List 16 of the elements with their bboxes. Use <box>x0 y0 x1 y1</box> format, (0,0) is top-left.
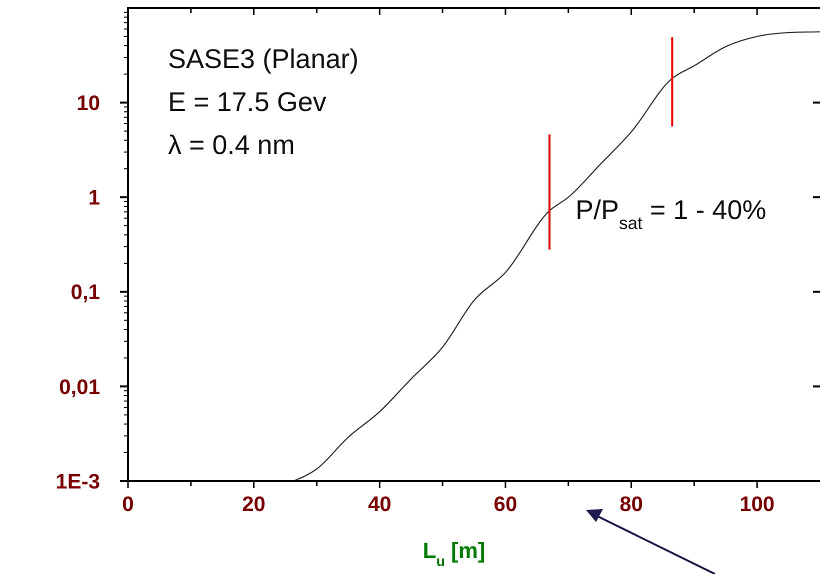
x-tick-label: 100 <box>740 493 775 516</box>
x-tick-label: 0 <box>122 493 134 516</box>
x-tick-label: 20 <box>242 493 266 516</box>
y-tick-label: 0,01 <box>59 376 100 399</box>
y-tick-label: 0,1 <box>70 281 100 304</box>
x-tick-label: 40 <box>368 493 392 516</box>
x-tick-label: 80 <box>620 493 643 516</box>
annotation: P/P$_{sat}$ = 1 - 40% <box>575 194 766 233</box>
annotation: E = 17.5 Gev <box>168 87 327 117</box>
x-axis-title: L$_{u}$ [m] <box>422 538 486 570</box>
x-tick-label: 60 <box>494 493 518 516</box>
y-tick-label: 1 <box>88 186 100 210</box>
y-tick-label: 1E-3 <box>56 470 100 494</box>
annotation: λ = 0.4 nm <box>168 130 295 160</box>
y-tick-label: 10 <box>76 92 100 115</box>
annotation: SASE3 (Planar) <box>168 44 359 74</box>
